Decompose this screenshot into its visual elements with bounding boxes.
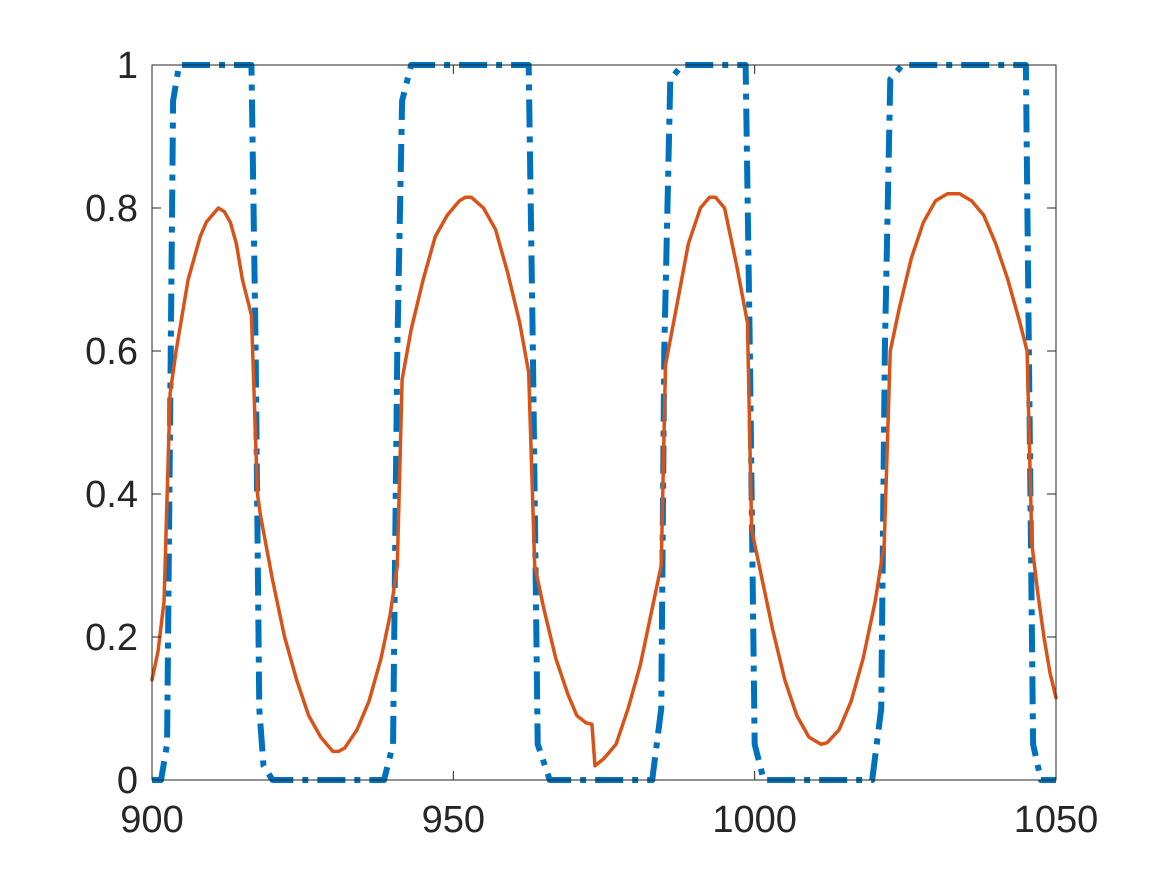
x-tick-label: 1050 [1014, 799, 1099, 841]
x-tick-label: 900 [120, 799, 183, 841]
x-tick-label: 1000 [712, 799, 797, 841]
y-tick-label: 1 [117, 45, 138, 87]
y-tick-label: 0 [117, 760, 138, 802]
y-tick-label: 0.8 [85, 188, 138, 230]
x-tick-label: 950 [422, 799, 485, 841]
y-tick-label: 0.6 [85, 331, 138, 373]
series-line-2 [150, 191, 1058, 768]
y-tick-label: 0.4 [85, 474, 138, 516]
axes-box [151, 64, 1057, 781]
y-tick-label: 0.2 [85, 617, 138, 659]
axes-layer: 900 950 1000 1050 0 0.2 0.4 0.6 0.8 1 [85, 45, 1098, 841]
